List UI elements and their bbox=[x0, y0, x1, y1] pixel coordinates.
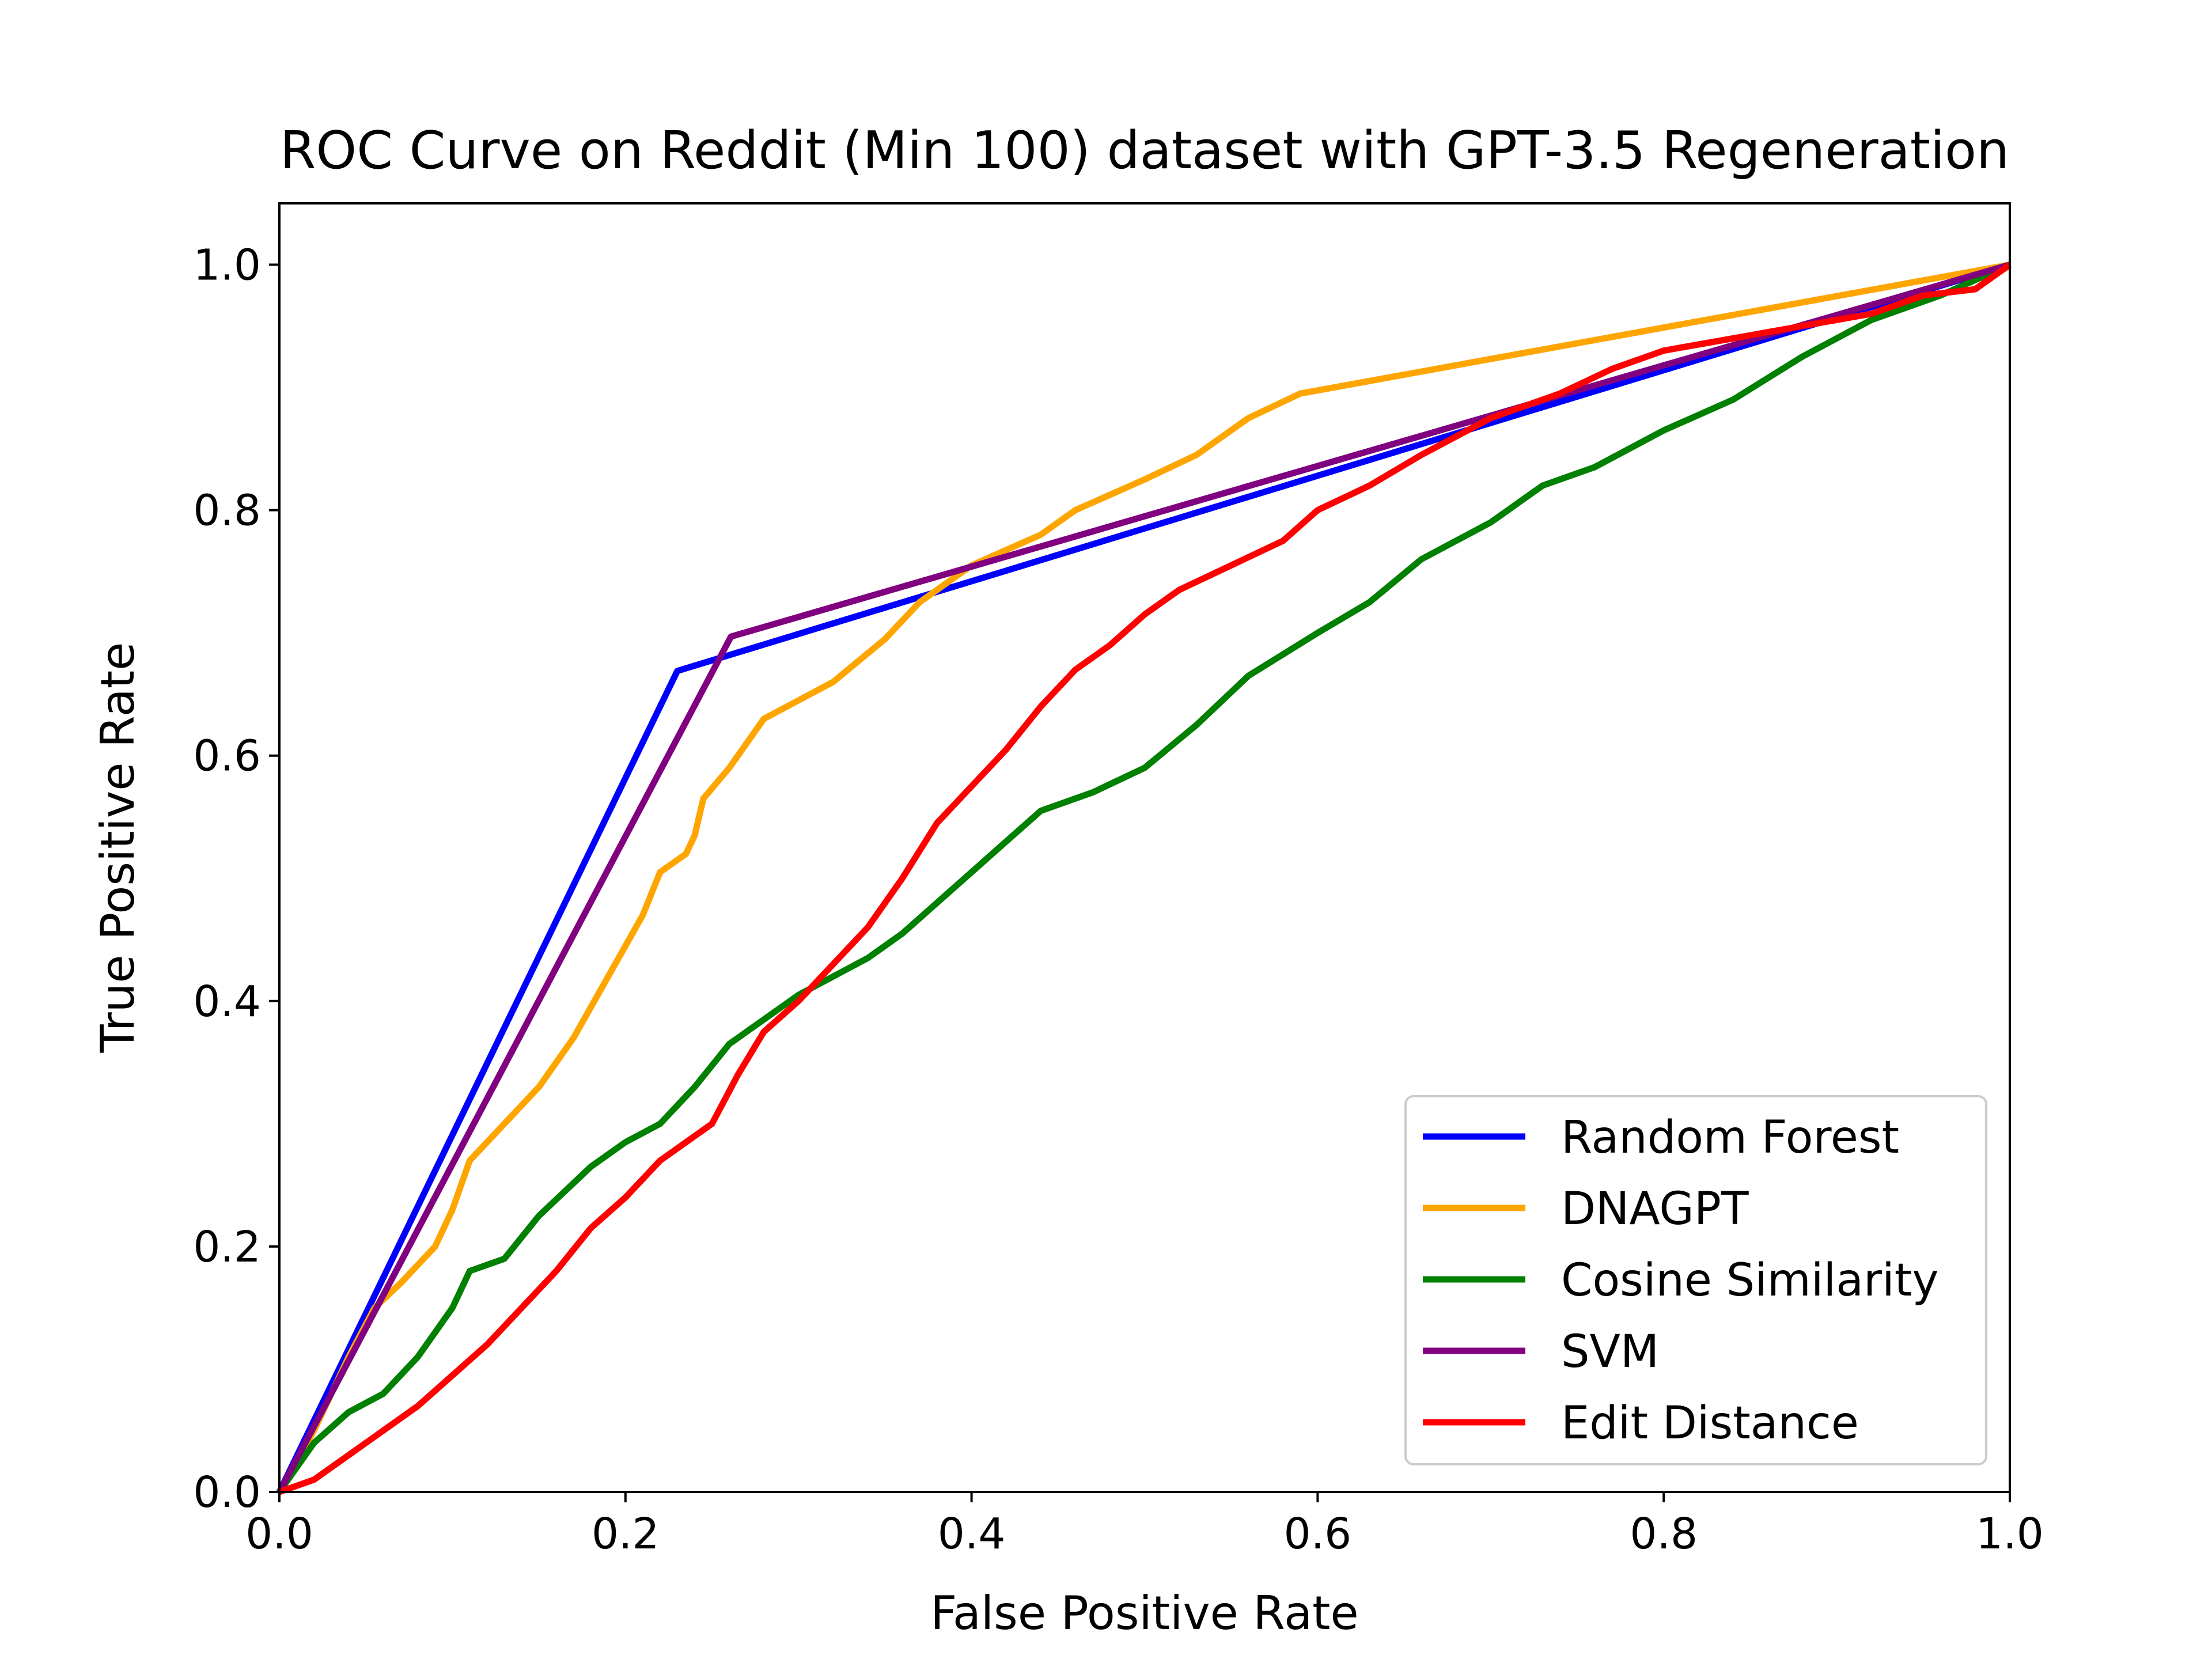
x-axis-ticks: 0.0 0.2 0.4 0.6 0.8 1.0 bbox=[245, 1492, 2044, 1559]
legend-label-random-forest: Random Forest bbox=[1561, 1112, 1899, 1164]
series-line-dnagpt bbox=[276, 262, 2010, 1494]
x-tick-label: 0.4 bbox=[938, 1509, 1006, 1559]
series-line-random-forest bbox=[276, 262, 2011, 1494]
x-tick-label: 0.8 bbox=[1630, 1509, 1698, 1559]
legend-label-cosine-similarity: Cosine Similarity bbox=[1561, 1255, 1939, 1306]
x-tick-label: 0.0 bbox=[245, 1509, 313, 1559]
y-axis-ticks: 0.0 0.2 0.4 0.6 0.8 1.0 bbox=[193, 241, 279, 1517]
x-tick-label: 0.6 bbox=[1284, 1509, 1352, 1559]
x-tick-label: 1.0 bbox=[1976, 1509, 2044, 1559]
series-line-edit-distance bbox=[278, 262, 2012, 1495]
y-tick-label: 1.0 bbox=[193, 241, 261, 290]
x-axis-label: False Positive Rate bbox=[930, 1586, 1359, 1640]
plot-frame bbox=[278, 202, 2011, 1493]
y-tick-label: 0.2 bbox=[193, 1222, 261, 1272]
series-line-svm bbox=[276, 262, 2011, 1494]
y-tick-label: 0.4 bbox=[193, 977, 261, 1027]
y-tick-label: 0.6 bbox=[193, 732, 261, 781]
chart-title: ROC Curve on Reddit (Min 100) dataset wi… bbox=[280, 120, 2009, 181]
legend-label-dnagpt: DNAGPT bbox=[1561, 1183, 1749, 1235]
legend-label-edit-distance: Edit Distance bbox=[1561, 1397, 1859, 1449]
x-tick-label: 0.2 bbox=[592, 1509, 660, 1559]
legend-box bbox=[1404, 1095, 1987, 1465]
legend: Random Forest DNAGPT Cosine Similarity SVM E… bbox=[1404, 1095, 1987, 1465]
series-line-cosine-similarity bbox=[276, 262, 2012, 1494]
y-tick-label: 0.8 bbox=[193, 486, 261, 536]
plot-lines bbox=[276, 262, 2012, 1495]
y-tick-label: 0.0 bbox=[193, 1468, 261, 1517]
legend-label-svm: SVM bbox=[1561, 1326, 1659, 1378]
y-axis-label: True Positive Rate bbox=[91, 642, 145, 1054]
